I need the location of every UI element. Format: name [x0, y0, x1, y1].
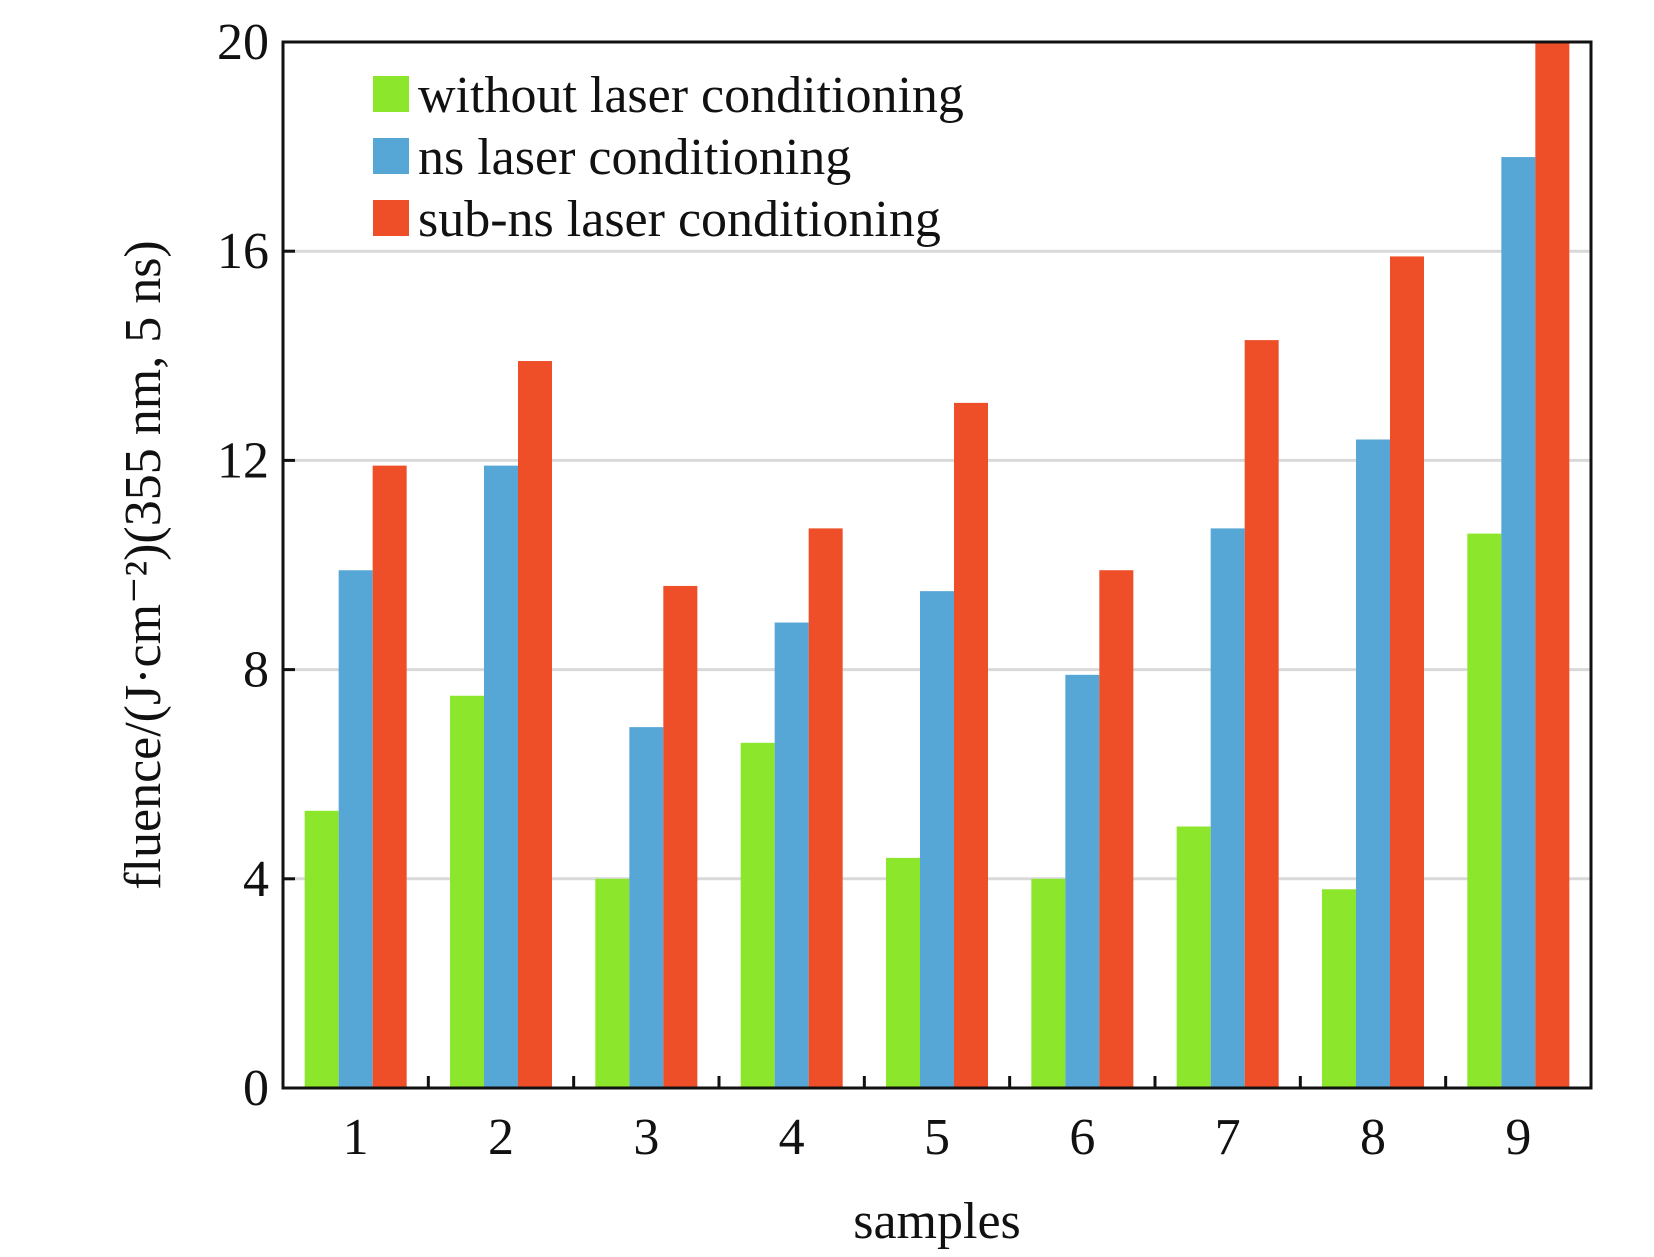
x-tick-label: 6	[1069, 1109, 1095, 1166]
y-tick-label: 16	[217, 223, 269, 280]
bar-series3-sample8	[1390, 256, 1424, 1088]
legend-swatch	[373, 200, 409, 236]
bar-series2-sample7	[1210, 528, 1245, 1088]
x-tick-label: 4	[779, 1109, 805, 1166]
bar-series3-sample9	[1535, 42, 1570, 1088]
x-tick-label: 3	[633, 1109, 659, 1166]
bar-series2-sample9	[1501, 157, 1536, 1088]
x-tick-label: 9	[1505, 1109, 1531, 1166]
y-axis-title: fluence/(J·cm⁻²)(355 nm, 5 ns)	[115, 240, 172, 890]
x-tick-label: 1	[343, 1109, 369, 1166]
bar-series1-sample2	[450, 695, 484, 1088]
bar-series3-sample6	[1099, 570, 1134, 1088]
plot-frame	[281, 40, 1593, 1090]
bar-series3-sample7	[1244, 340, 1279, 1088]
axis-ticks	[283, 40, 1448, 1090]
bar-series1-sample5	[886, 857, 920, 1088]
x-tick-label: 5	[924, 1109, 950, 1166]
bar-series3-sample3	[663, 585, 698, 1088]
bar-series1-sample1	[304, 810, 339, 1088]
bar-series1-sample4	[740, 742, 775, 1088]
bar-series3-sample2	[518, 361, 552, 1088]
bar-series1-sample8	[1322, 889, 1356, 1088]
y-tick-label: 12	[217, 432, 269, 489]
bar-series3-sample1	[372, 465, 407, 1088]
bar-series2-sample3	[629, 727, 664, 1088]
bar-series2-sample1	[338, 570, 373, 1088]
legend-swatch	[373, 138, 409, 174]
bar-series3-sample4	[808, 528, 843, 1088]
x-tick-labels: 1 2 3 4 5 6 7 8 9	[343, 1109, 1532, 1166]
legend-label: without laser conditioning	[418, 67, 964, 124]
x-axis-title: samples	[853, 1193, 1021, 1250]
y-tick-label: 4	[243, 851, 269, 908]
x-tick-label: 7	[1215, 1109, 1241, 1166]
bar-series2-sample5	[920, 591, 954, 1088]
y-tick-label: 0	[243, 1060, 269, 1117]
bar-series2-sample6	[1065, 674, 1100, 1088]
bar-series1-sample3	[595, 878, 630, 1088]
bar-series1-sample7	[1176, 826, 1211, 1088]
bar-series1-sample6	[1031, 878, 1066, 1088]
x-tick-label: 8	[1360, 1109, 1386, 1166]
x-tick-label: 2	[488, 1109, 514, 1166]
bar-series2-sample4	[774, 622, 809, 1088]
y-tick-label: 20	[217, 14, 269, 71]
bar-series3-sample5	[954, 402, 988, 1088]
legend-swatch	[373, 76, 409, 112]
bars	[304, 42, 1570, 1089]
y-tick-labels: 0 4 8 12 16 20	[217, 14, 269, 1117]
legend-label: ns laser conditioning	[418, 129, 851, 186]
bar-series2-sample2	[484, 465, 518, 1088]
legend-label: sub-ns laser conditioning	[418, 191, 941, 248]
bar-series1-sample9	[1467, 533, 1502, 1088]
bar-series2-sample8	[1356, 439, 1390, 1089]
y-tick-label: 8	[243, 642, 269, 699]
